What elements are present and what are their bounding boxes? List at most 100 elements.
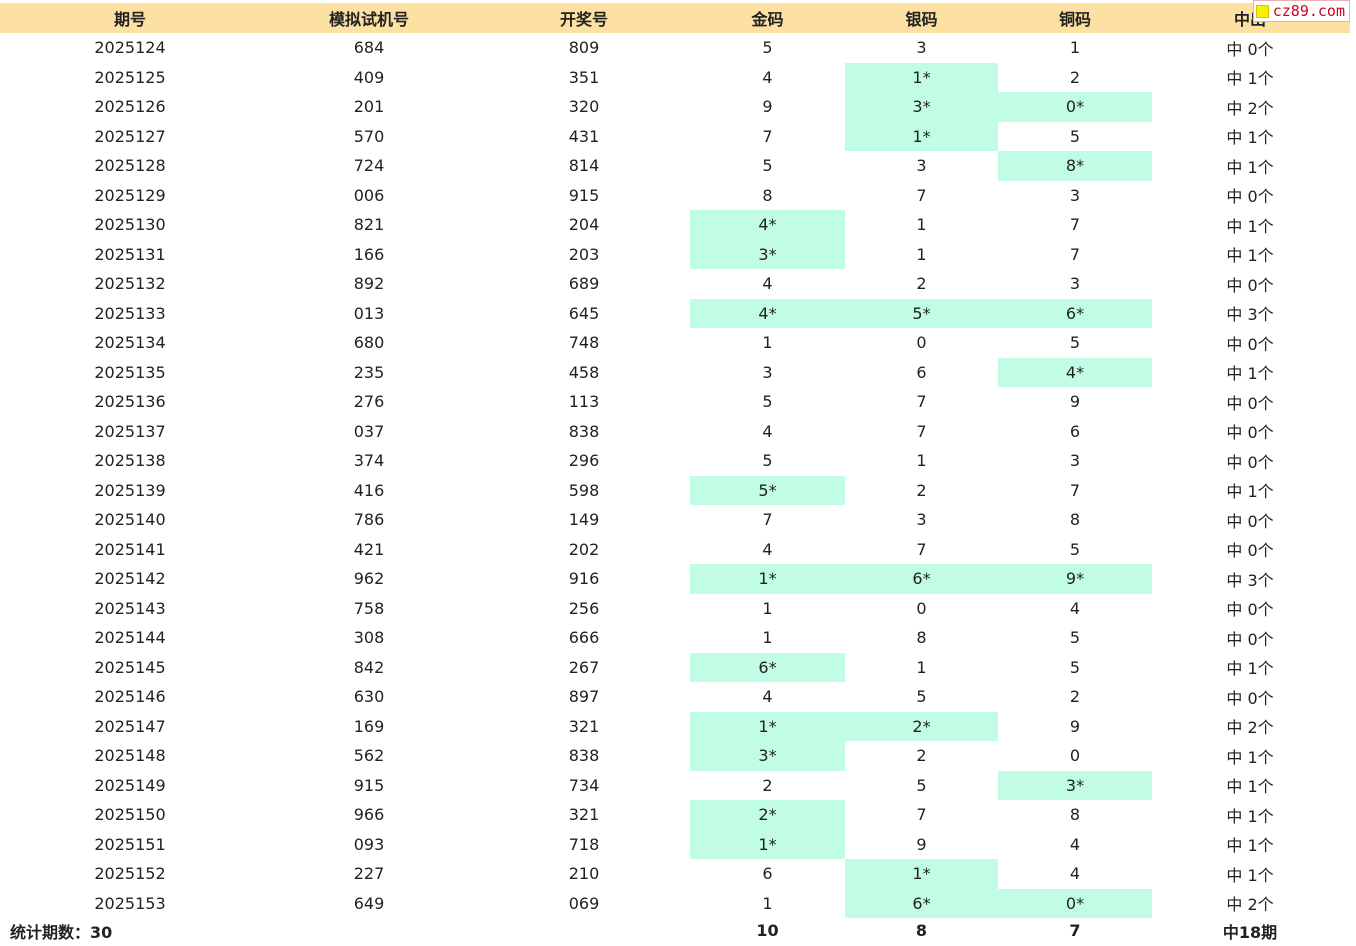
table-row: 2025138 374 296 5 1 3 中 0个	[0, 446, 1356, 476]
cell-period: 2025139	[94, 480, 166, 500]
cell-bronze-code: 7	[1069, 480, 1081, 500]
cell-simulated-number: 680	[353, 333, 385, 353]
cell-hit-count: 中 1个	[1226, 777, 1274, 797]
cell-period: 2025145	[94, 657, 166, 677]
cell-hit-count: 中 0个	[1226, 629, 1274, 649]
table-row: 2025140 786 149 7 3 8 中 0个	[0, 505, 1356, 535]
cell-hit-count: 中 0个	[1226, 275, 1274, 295]
cell-simulated-number: 892	[353, 274, 385, 294]
cell-gold-code: 5*	[690, 475, 845, 505]
table-row: 2025143 758 256 1 0 4 中 0个	[0, 594, 1356, 624]
cell-bronze-code: 3	[1069, 274, 1081, 294]
cell-hit-count: 中 3个	[1226, 570, 1274, 590]
cell-silver-code: 1*	[845, 121, 998, 151]
cell-gold-code: 1	[762, 598, 773, 618]
cell-gold-code: 7	[762, 126, 773, 146]
cell-period: 2025133	[94, 303, 166, 323]
cell-simulated-number: 649	[353, 893, 385, 913]
cell-silver-code: 5	[916, 775, 927, 795]
cell-simulated-number: 037	[353, 421, 385, 441]
cell-gold-code: 2*	[690, 800, 845, 830]
cell-simulated-number: 966	[353, 805, 385, 825]
cell-hit-count: 中 1个	[1226, 659, 1274, 679]
table-row: 2025132 892 689 4 2 3 中 0个	[0, 269, 1356, 299]
cell-period: 2025135	[94, 362, 166, 382]
cell-gold-code: 7	[762, 510, 773, 530]
cell-gold-code: 9	[762, 97, 773, 117]
cell-period: 2025152	[94, 864, 166, 884]
cell-simulated-number: 684	[353, 38, 385, 58]
cell-bronze-code: 7	[1069, 215, 1081, 235]
cell-simulated-number: 006	[353, 185, 385, 205]
table-row: 2025150 966 321 2* 7 8 中 1个	[0, 800, 1356, 830]
table-row: 2025147 169 321 1* 2* 9 中 2个	[0, 711, 1356, 741]
cell-draw-number: 069	[568, 893, 600, 913]
cell-hit-count: 中 1个	[1226, 128, 1274, 148]
header-gold-code: 金码	[751, 10, 784, 29]
cell-simulated-number: 235	[353, 362, 385, 382]
cell-silver-code: 5*	[845, 298, 998, 328]
cell-bronze-code: 4	[1069, 864, 1081, 884]
cell-gold-code: 4	[762, 67, 773, 87]
cell-period: 2025142	[94, 569, 166, 589]
cell-gold-code: 1	[762, 333, 773, 353]
cell-gold-code: 1*	[690, 829, 845, 859]
cell-bronze-code: 0*	[998, 888, 1152, 918]
cell-simulated-number: 570	[353, 126, 385, 146]
cell-draw-number: 838	[568, 746, 600, 766]
cell-simulated-number: 724	[353, 156, 385, 176]
cell-hit-count: 中 1个	[1226, 69, 1274, 89]
cell-period: 2025129	[94, 185, 166, 205]
header-silver-code: 银码	[905, 10, 938, 29]
cell-bronze-code: 8	[1069, 510, 1081, 530]
cell-period: 2025148	[94, 746, 166, 766]
cell-gold-code: 4	[762, 687, 773, 707]
cell-silver-code: 6	[916, 362, 927, 382]
cell-bronze-code: 4	[1069, 834, 1081, 854]
cell-draw-number: 814	[568, 156, 600, 176]
cell-gold-code: 4*	[690, 298, 845, 328]
footer-gold-total: 10	[756, 921, 779, 941]
cell-simulated-number: 421	[353, 539, 385, 559]
site-watermark: cz89.com	[1252, 0, 1350, 22]
cell-period: 2025137	[94, 421, 166, 441]
cell-simulated-number: 842	[353, 657, 385, 677]
cell-draw-number: 734	[568, 775, 600, 795]
cell-period: 2025126	[94, 97, 166, 117]
table-row: 2025149 915 734 2 5 3* 中 1个	[0, 770, 1356, 800]
cell-period: 2025127	[94, 126, 166, 146]
cell-period: 2025141	[94, 539, 166, 559]
cell-hit-count: 中 2个	[1226, 98, 1274, 118]
cell-simulated-number: 821	[353, 215, 385, 235]
cell-period: 2025138	[94, 451, 166, 471]
table-row: 2025153 649 069 1 6* 0* 中 2个	[0, 888, 1356, 918]
table-row: 2025128 724 814 5 3 8* 中 1个	[0, 151, 1356, 181]
cell-gold-code: 4	[762, 274, 773, 294]
cell-bronze-code: 9	[1069, 392, 1081, 412]
cell-period: 2025132	[94, 274, 166, 294]
cell-bronze-code: 6*	[998, 298, 1152, 328]
cell-gold-code: 6*	[690, 652, 845, 682]
table-row: 2025146 630 897 4 5 2 中 0个	[0, 682, 1356, 712]
cell-gold-code: 3*	[690, 239, 845, 269]
header-period: 期号	[113, 10, 146, 29]
cell-period: 2025124	[94, 38, 166, 58]
cell-silver-code: 1*	[845, 859, 998, 889]
cell-bronze-code: 3*	[998, 770, 1152, 800]
cell-simulated-number: 308	[353, 628, 385, 648]
footer-bronze-total: 7	[1069, 921, 1081, 941]
cell-hit-count: 中 0个	[1226, 187, 1274, 207]
cell-bronze-code: 5	[1069, 126, 1081, 146]
footer-silver-total: 8	[915, 921, 928, 941]
watermark-logo-icon	[1255, 4, 1269, 18]
cell-draw-number: 598	[568, 480, 600, 500]
cell-bronze-code: 9*	[998, 564, 1152, 594]
cell-period: 2025134	[94, 333, 166, 353]
header-simulated-number: 模拟试机号	[328, 10, 409, 29]
cell-draw-number: 915	[568, 185, 600, 205]
cell-gold-code: 4	[762, 539, 773, 559]
cell-simulated-number: 630	[353, 687, 385, 707]
footer-period-count: 统计期数：30	[10, 922, 113, 942]
cell-period: 2025153	[94, 893, 166, 913]
cell-silver-code: 1	[916, 451, 927, 471]
